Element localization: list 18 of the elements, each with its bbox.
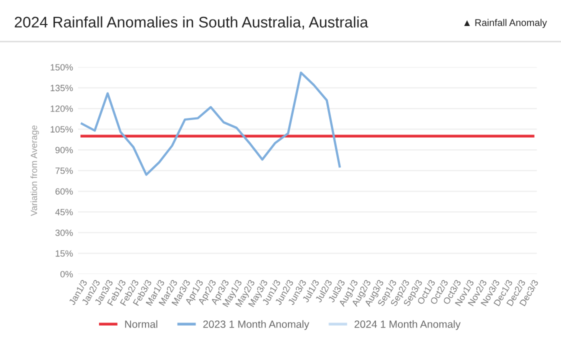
text: ▲ Rainfall Anomaly [464,18,547,28]
y-tick-label: 0% [60,270,73,278]
legend-label: 2024 1 Month Anomaly [354,320,461,330]
line-series [80,72,341,176]
y-tick-label: 75% [56,168,73,174]
y-tick-label: 105% [50,126,73,133]
legend-label: 2023 1 Month Anomaly [203,320,310,330]
y-tick-label: 15% [56,250,73,257]
y-tick-label: 45% [55,208,73,216]
legend-label: Normal [125,320,158,328]
y-tick-label: 150% [50,64,73,71]
y-tick-label: 60% [56,188,73,195]
chart-title: 2024 Rainfall Anomalies in South Australia, Australia [14,16,368,30]
y-tick-label: 30% [55,230,73,236]
y-tick-label: 135% [50,84,73,92]
y-axis-title: Variation from Average [30,125,39,216]
y-tick-label: 120% [50,105,73,112]
y-tick-label: 90% [55,146,73,154]
